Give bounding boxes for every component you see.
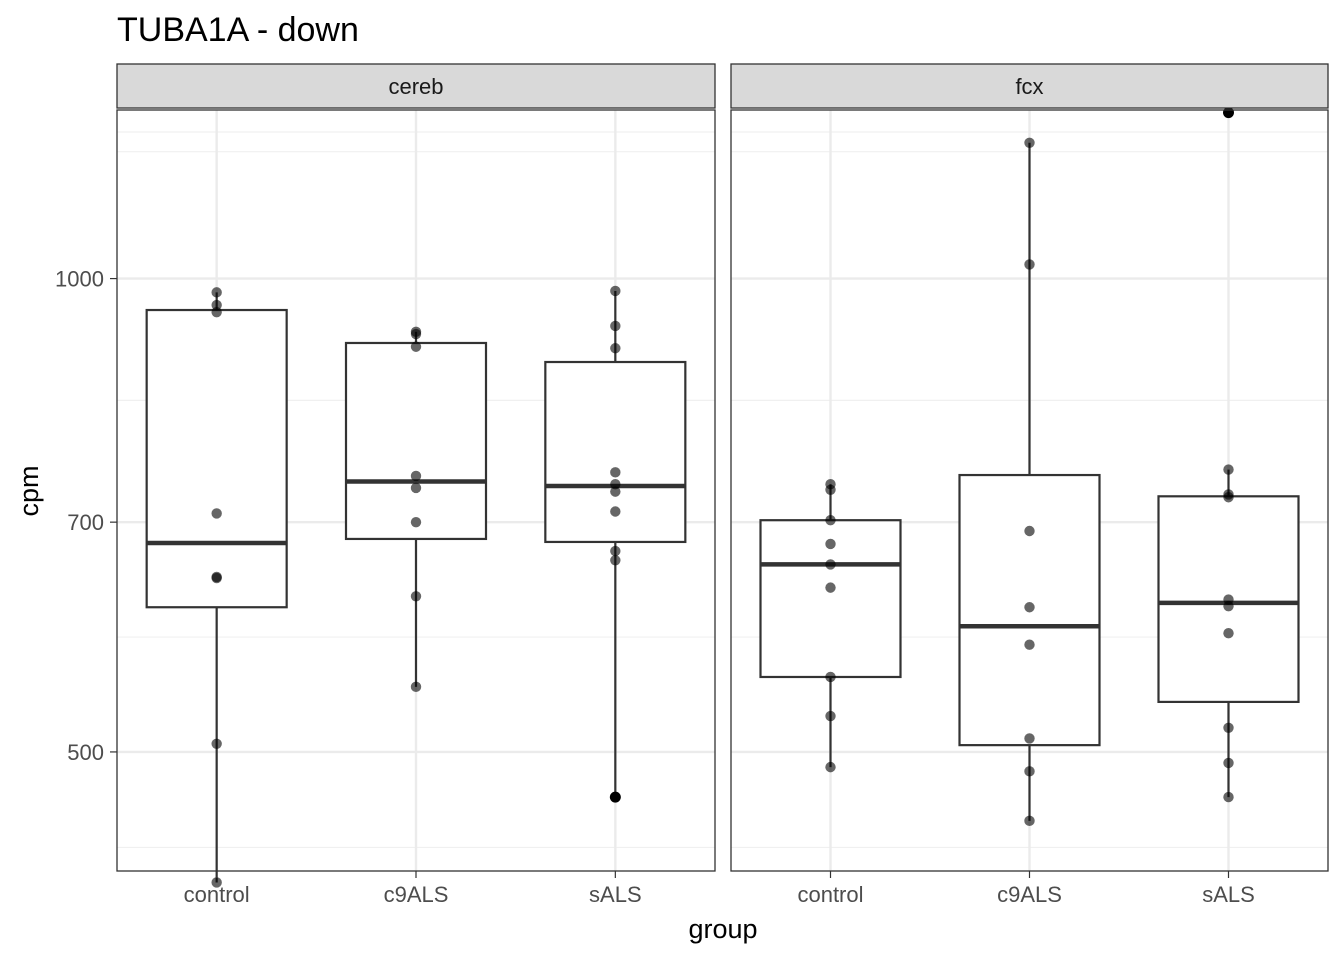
data-point [825, 559, 836, 570]
data-point [825, 582, 836, 593]
data-point [610, 506, 621, 517]
x-tick-label: c9ALS [997, 882, 1062, 907]
data-point [410, 328, 422, 340]
y-tick-label: 500 [67, 740, 104, 765]
x-axis-title: group [688, 914, 757, 944]
y-axis-title: cpm [14, 465, 44, 516]
box-sALS [1157, 107, 1300, 803]
facet-panel-cereb: cereb control c9ALS sALS [116, 63, 716, 907]
box-c9ALS [344, 326, 488, 693]
data-point [1223, 492, 1234, 503]
data-point [610, 555, 621, 566]
data-point [1223, 791, 1234, 803]
data-point [211, 738, 222, 749]
data-point [211, 299, 222, 311]
data-point [825, 710, 836, 722]
data-point [1024, 733, 1035, 744]
data-point [1024, 137, 1035, 148]
outlier-point [609, 791, 621, 803]
data-point [1223, 757, 1234, 769]
y-tick-label: 700 [67, 510, 104, 535]
box-sALS [544, 285, 687, 803]
data-point [1024, 525, 1035, 537]
y-tick-label: 1000 [55, 267, 104, 292]
box-iqr [344, 341, 488, 541]
data-point [610, 285, 621, 297]
data-point [1024, 815, 1035, 827]
box-iqr [145, 308, 288, 609]
data-point [410, 470, 422, 482]
data-point [1024, 259, 1035, 270]
box-c9ALS [958, 137, 1101, 827]
x-tick-label: sALS [589, 882, 642, 907]
outlier-point [1223, 107, 1234, 119]
box-control [759, 479, 902, 773]
x-tick-label: control [184, 882, 250, 907]
data-point [610, 343, 621, 354]
data-point [1024, 639, 1035, 650]
data-point [211, 508, 222, 519]
data-point [825, 671, 836, 683]
data-point [410, 341, 422, 352]
x-tick-label: c9ALS [384, 882, 449, 907]
data-point [610, 320, 621, 332]
data-point [610, 479, 621, 490]
facet-strip [730, 63, 1329, 109]
data-point [410, 681, 422, 693]
data-point [211, 877, 222, 888]
facet-strip-label: fcx [1015, 74, 1043, 99]
data-point [211, 572, 222, 584]
x-tick-label: control [797, 882, 863, 907]
data-point [825, 515, 836, 526]
data-point [410, 591, 422, 602]
x-tick-label: sALS [1202, 882, 1255, 907]
data-point [610, 467, 621, 478]
data-point [610, 486, 621, 497]
box-iqr [544, 360, 687, 544]
facet-panel-fcx: fcx control c9ALS sALS [730, 63, 1329, 907]
data-point [825, 538, 836, 550]
data-point [610, 545, 621, 557]
facet-strip-label: cereb [388, 74, 443, 99]
data-point [1223, 627, 1234, 639]
data-point [825, 484, 836, 495]
data-point [1024, 602, 1035, 613]
facet-panels: 500 700 1000 cereb control c9ALS sALS fcx contro… [55, 63, 1329, 907]
data-point [410, 482, 422, 494]
data-point [1223, 722, 1234, 733]
facet-strip [116, 63, 716, 109]
data-point [211, 287, 222, 298]
data-point [410, 516, 422, 528]
data-point [1223, 600, 1234, 612]
data-point [1223, 464, 1234, 475]
data-point [211, 306, 222, 318]
box-control [145, 287, 288, 888]
data-point [825, 761, 836, 773]
data-point [1024, 766, 1035, 777]
chart-title: TUBA1A - down [117, 11, 359, 49]
